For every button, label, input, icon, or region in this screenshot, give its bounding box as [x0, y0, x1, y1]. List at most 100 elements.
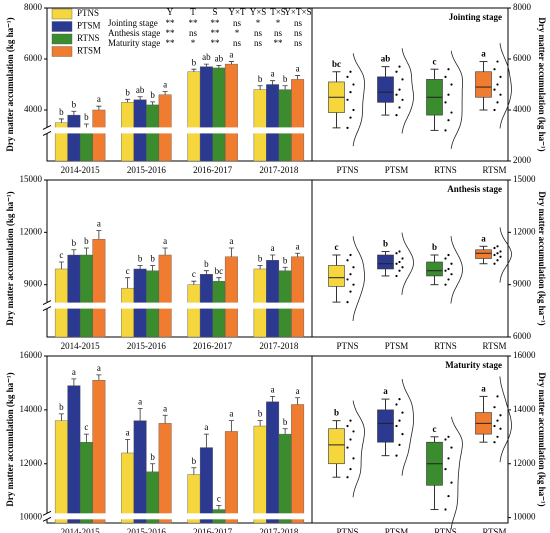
data-point	[346, 301, 349, 304]
error-bar	[137, 265, 143, 269]
data-point	[444, 269, 447, 272]
error-bar	[216, 277, 222, 282]
data-point	[349, 468, 352, 471]
bar	[278, 433, 292, 524]
y-tick-label: 2000	[513, 155, 532, 165]
x-tick-label: 2017-2018	[259, 527, 298, 533]
data-point	[493, 424, 496, 428]
bar	[67, 114, 81, 162]
table-cell: ns	[189, 28, 198, 38]
data-point	[349, 419, 352, 422]
box	[328, 428, 345, 465]
density-curve	[352, 53, 365, 147]
error-bar	[125, 98, 131, 103]
data-point	[493, 262, 496, 265]
legend-label: RTNS	[77, 33, 99, 43]
error-bar	[150, 463, 156, 472]
error-bar	[150, 265, 156, 271]
data-point	[346, 446, 349, 449]
density-curve	[352, 400, 365, 498]
data-point	[447, 435, 450, 438]
bar	[133, 420, 147, 524]
significance-letter: c	[84, 422, 88, 432]
error-bar	[137, 96, 143, 100]
error-bar	[96, 374, 102, 381]
data-point	[447, 68, 450, 71]
data-point	[346, 476, 349, 479]
table-row-label: Maturity stage	[108, 38, 160, 48]
table-cell: *	[235, 28, 240, 38]
x-tick-label: 2014-2015	[61, 527, 100, 533]
data-point	[450, 83, 453, 86]
data-point	[444, 101, 447, 104]
density-curve	[499, 227, 512, 283]
table-cell: *	[191, 38, 196, 48]
table-cell: **	[274, 38, 284, 48]
data-point	[401, 98, 404, 101]
data-point	[447, 93, 450, 96]
data-point	[398, 260, 401, 264]
significance-letter: ab	[215, 53, 224, 63]
significance-letter: b	[283, 417, 288, 427]
data-point	[450, 446, 453, 449]
box	[328, 265, 345, 287]
bar	[291, 79, 305, 162]
table-header: S	[212, 7, 217, 17]
x-tick-label: RTNS	[434, 341, 456, 351]
bar	[199, 447, 213, 524]
x-tick-label: PTSM	[385, 341, 409, 351]
significance-letter: c	[433, 424, 437, 434]
data-point	[499, 93, 502, 96]
x-tick-label: PTSM	[385, 527, 409, 533]
data-point	[444, 283, 447, 286]
density-curve	[401, 379, 414, 476]
significance-letter: a	[204, 422, 208, 432]
error-bar	[203, 433, 209, 448]
data-point	[493, 406, 496, 409]
data-point	[444, 438, 447, 441]
axis-break	[42, 302, 311, 309]
data-point	[401, 257, 404, 260]
significance-letter: a	[229, 236, 233, 246]
bar	[79, 254, 93, 338]
data-point	[447, 278, 450, 281]
error-bar	[58, 413, 64, 421]
error-bar	[203, 270, 209, 275]
data-point	[352, 266, 355, 269]
x-tick-label: RTSM	[483, 165, 507, 175]
data-point	[349, 70, 352, 73]
data-point	[346, 278, 349, 281]
data-point	[349, 116, 352, 119]
error-bar	[71, 249, 77, 256]
y-tick-label: 12000	[20, 458, 43, 468]
y-tick-label: 6000	[513, 331, 532, 341]
significance-letter: a	[126, 428, 130, 438]
data-point	[395, 262, 398, 265]
data-point	[398, 88, 401, 91]
data-point	[395, 114, 398, 117]
error-bar	[125, 277, 131, 289]
data-point	[493, 88, 496, 91]
y-axis-title: Dry matter accumulation (kg ha⁻¹)	[5, 372, 15, 506]
y-tick-label: 14000	[20, 404, 43, 414]
significance-letter: b	[84, 112, 89, 122]
bar	[266, 401, 280, 524]
data-point	[499, 250, 502, 253]
data-point	[395, 403, 398, 406]
y-tick-label: 9000	[513, 279, 532, 289]
y-axis-title: Dry matter accumulation (kg ha⁻¹)	[537, 17, 547, 151]
table-cell: **	[166, 38, 176, 48]
significance-letter: a	[481, 233, 486, 243]
data-point	[346, 126, 349, 129]
panel-frame	[311, 7, 509, 162]
data-point	[450, 262, 453, 265]
data-point	[444, 257, 447, 260]
density-curve	[450, 236, 463, 304]
data-point	[346, 424, 349, 428]
data-point	[398, 65, 401, 68]
legend-label: PTNS	[77, 8, 99, 18]
error-bar	[150, 101, 156, 105]
axis-break-mark	[42, 300, 52, 312]
y-tick-label: 8000	[24, 2, 43, 12]
